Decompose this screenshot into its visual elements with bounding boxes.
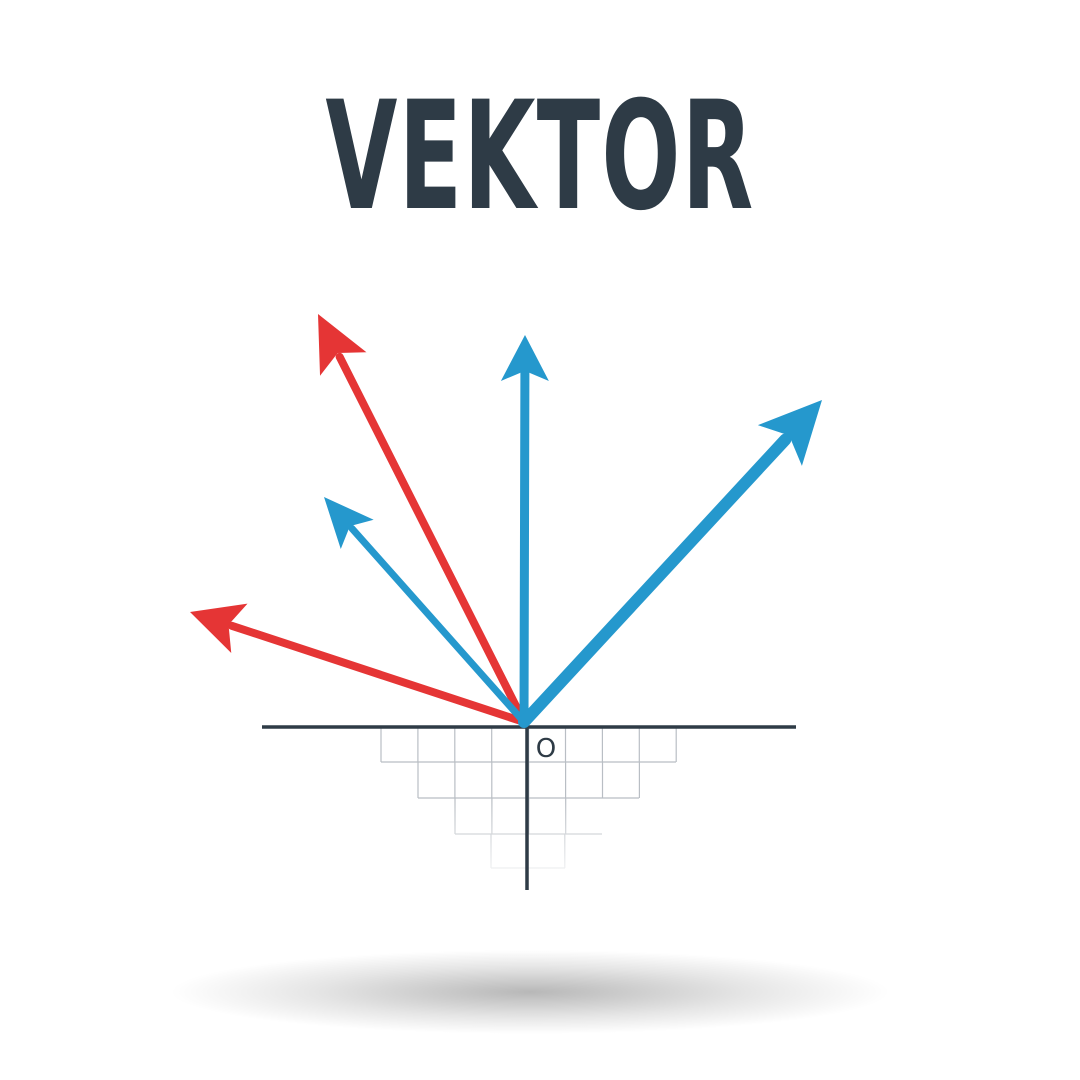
red-vector-low-shaft bbox=[227, 621, 528, 726]
vectors-group bbox=[190, 314, 822, 728]
ground-shadow bbox=[170, 950, 890, 1034]
grid-fade bbox=[370, 800, 690, 880]
blue-vector-left-shaft bbox=[348, 524, 528, 726]
blue-vector-left-arrowhead bbox=[324, 497, 374, 549]
red-vector-low-arrowhead bbox=[190, 603, 248, 653]
page-title: VEKTOR bbox=[325, 70, 755, 244]
red-vector-long-arrowhead bbox=[318, 314, 367, 376]
blue-vector-up-shaft bbox=[519, 368, 530, 727]
blue-vector-right-shaft bbox=[518, 433, 792, 728]
origin-label: O bbox=[536, 734, 556, 764]
red-vector-long-shaft bbox=[335, 352, 528, 726]
blue-vector-right-arrowhead bbox=[757, 400, 822, 466]
blue-vector-up-arrowhead bbox=[500, 335, 549, 382]
